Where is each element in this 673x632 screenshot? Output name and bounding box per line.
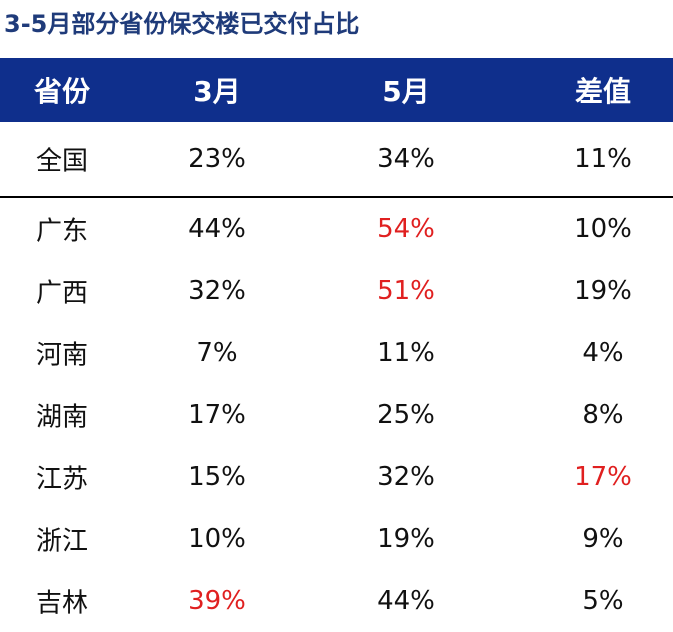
- table-header: 省份 3月 5月 差值: [0, 58, 673, 122]
- diff-cell: 9%: [582, 524, 624, 554]
- march-cell: 15%: [188, 462, 246, 492]
- table-body: 全国 23% 34% 11% 广东 44% 54% 10% 广西 32% 51% 19% 河南 7% 11%…: [0, 122, 673, 632]
- march-cell: 39%: [188, 586, 246, 616]
- data-table: 省份 3月 5月 差值 全国 23% 34% 11% 广东 44% 54% 10% 广西 32% 51% 1…: [0, 58, 673, 632]
- may-cell: 19%: [377, 524, 435, 554]
- province-cell: 湖南: [35, 402, 89, 433]
- march-cell: 32%: [188, 276, 246, 306]
- province-cell: 浙江: [35, 526, 89, 557]
- header-may: 5月: [382, 75, 430, 108]
- may-cell: 11%: [377, 338, 435, 368]
- table-row: 广西 32% 51% 19%: [0, 260, 673, 322]
- diff-cell: 5%: [582, 586, 624, 616]
- may-cell: 25%: [377, 400, 435, 430]
- diff-cell: 17%: [574, 462, 632, 492]
- table-row: 吉林 39% 44% 5%: [0, 570, 673, 632]
- diff-cell: 8%: [582, 400, 624, 430]
- province-cell: 全国: [35, 146, 89, 177]
- march-cell: 23%: [188, 144, 246, 174]
- chart-title: 3-5月部分省份保交楼已交付占比: [4, 10, 360, 38]
- table-row: 广东 44% 54% 10%: [0, 198, 673, 260]
- diff-cell: 10%: [574, 214, 632, 244]
- march-cell: 44%: [188, 214, 246, 244]
- diff-cell: 11%: [574, 144, 632, 174]
- table-row: 河南 7% 11% 4%: [0, 322, 673, 384]
- table-row: 湖南 17% 25% 8%: [0, 384, 673, 446]
- province-cell: 河南: [35, 340, 89, 371]
- table-row: 江苏 15% 32% 17%: [0, 446, 673, 508]
- province-cell: 广西: [35, 278, 89, 309]
- march-cell: 10%: [188, 524, 246, 554]
- may-cell: 32%: [377, 462, 435, 492]
- row-divider: [0, 196, 673, 198]
- header-diff: 差值: [574, 75, 632, 108]
- province-cell: 广东: [35, 216, 89, 247]
- march-cell: 7%: [196, 338, 238, 368]
- diff-cell: 19%: [574, 276, 632, 306]
- header-march: 3月: [193, 75, 241, 108]
- may-cell: 54%: [377, 214, 435, 244]
- header-province: 省份: [33, 75, 91, 108]
- may-cell: 44%: [377, 586, 435, 616]
- may-cell: 51%: [377, 276, 435, 306]
- march-cell: 17%: [188, 400, 246, 430]
- table-row: 全国 23% 34% 11%: [0, 122, 673, 196]
- province-cell: 吉林: [35, 588, 89, 619]
- may-cell: 34%: [377, 144, 435, 174]
- table-row: 浙江 10% 19% 9%: [0, 508, 673, 570]
- province-cell: 江苏: [35, 464, 89, 495]
- diff-cell: 4%: [582, 338, 624, 368]
